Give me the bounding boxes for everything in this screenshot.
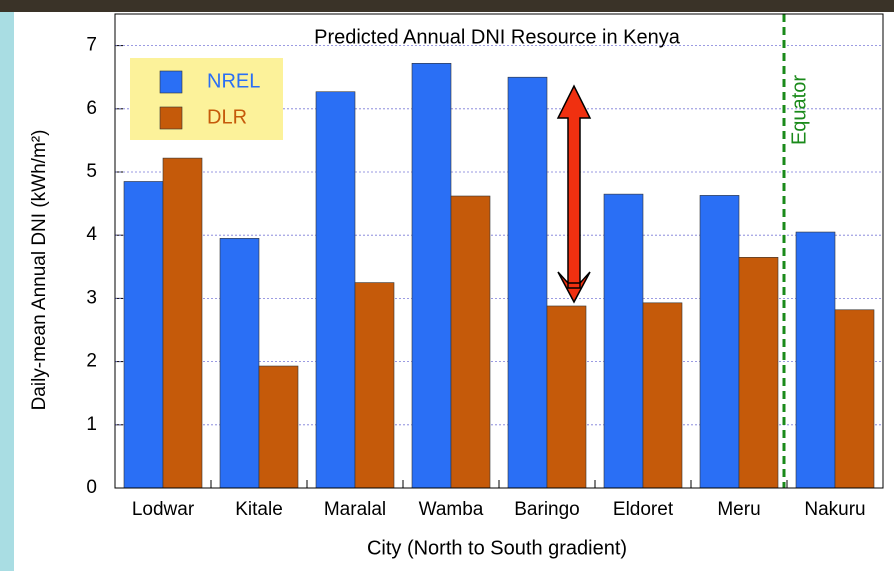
bar [411, 62, 452, 489]
bar [642, 302, 683, 489]
x-tick-label: Eldoret [613, 499, 674, 520]
bar [123, 181, 164, 489]
bar [450, 195, 491, 489]
legend-swatch [159, 106, 183, 130]
y-axis-label: Daily-mean Annual DNI (kWh/m²) [29, 130, 50, 411]
x-axis-label: City (North to South gradient) [367, 537, 627, 559]
plot-frame [114, 13, 884, 489]
bar [546, 305, 587, 489]
x-tick-label: Meru [717, 499, 760, 520]
y-tick-label: 7 [86, 35, 97, 56]
y-tick-label: 1 [86, 414, 97, 435]
legend-label: NREL [207, 70, 260, 92]
x-tick-label: Kitale [235, 499, 283, 520]
x-tick-label: Lodwar [132, 499, 195, 520]
x-tick-label: Maralal [324, 499, 386, 520]
left-strip [0, 0, 14, 571]
y-tick-label: 2 [86, 351, 97, 372]
y-tick-label: 0 [86, 477, 97, 498]
bar [258, 365, 299, 489]
x-tick-label: Nakuru [804, 499, 865, 520]
x-tick-label: Wamba [419, 499, 484, 520]
legend-label: DLR [207, 106, 247, 128]
x-tick-label: Baringo [514, 499, 580, 520]
bar [699, 195, 740, 489]
bar [354, 282, 395, 489]
y-tick-label: 5 [86, 161, 97, 182]
bar [315, 91, 356, 489]
arrow [556, 84, 592, 304]
bar [795, 231, 836, 489]
top-strip [0, 0, 894, 12]
chart-title: Predicted Annual DNI Resource in Kenya [314, 26, 681, 48]
bar [738, 257, 779, 489]
y-tick-label: 3 [86, 287, 97, 308]
bar [162, 157, 203, 489]
legend-box [130, 58, 283, 140]
equator-label: Equator [788, 75, 810, 145]
bar [603, 193, 644, 489]
bar [507, 76, 548, 489]
y-tick-label: 6 [86, 98, 97, 119]
bar [834, 309, 875, 489]
bar [219, 238, 260, 489]
legend-swatch [159, 70, 183, 94]
y-tick-label: 4 [86, 224, 97, 245]
